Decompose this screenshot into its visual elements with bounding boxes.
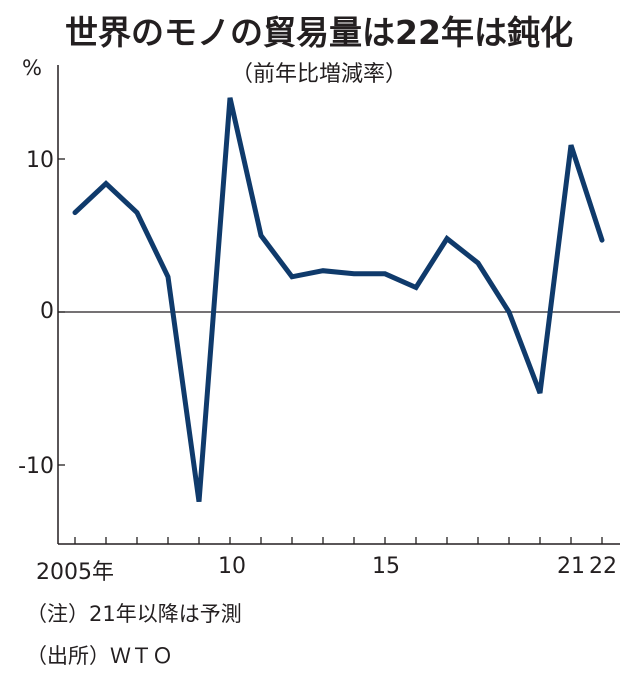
chart-subtitle: （前年比増減率） xyxy=(230,62,407,87)
x-tick-label-2021: 21 xyxy=(557,554,585,579)
trade-volume-line xyxy=(72,97,605,503)
y-axis-unit: % xyxy=(22,56,42,80)
x-tick-label-2010: 10 xyxy=(218,554,246,579)
x-tick-label-2005: 2005年 xyxy=(36,560,114,585)
y-tick-label-0: 0 xyxy=(40,299,54,324)
x-tick-label-2015: 15 xyxy=(372,554,400,579)
footnote: （注）21年以降は予測 xyxy=(26,602,242,626)
y-tick-label-10: 10 xyxy=(26,148,54,173)
source-note: （出所）ＷＴＯ xyxy=(26,644,173,668)
y-tick-label-minus-10: -10 xyxy=(18,454,54,479)
chart-title: 世界のモノの貿易量は22年は鈍化 xyxy=(65,13,573,52)
chart-axes xyxy=(57,65,620,545)
x-tick-label-2022: 22 xyxy=(589,554,617,579)
